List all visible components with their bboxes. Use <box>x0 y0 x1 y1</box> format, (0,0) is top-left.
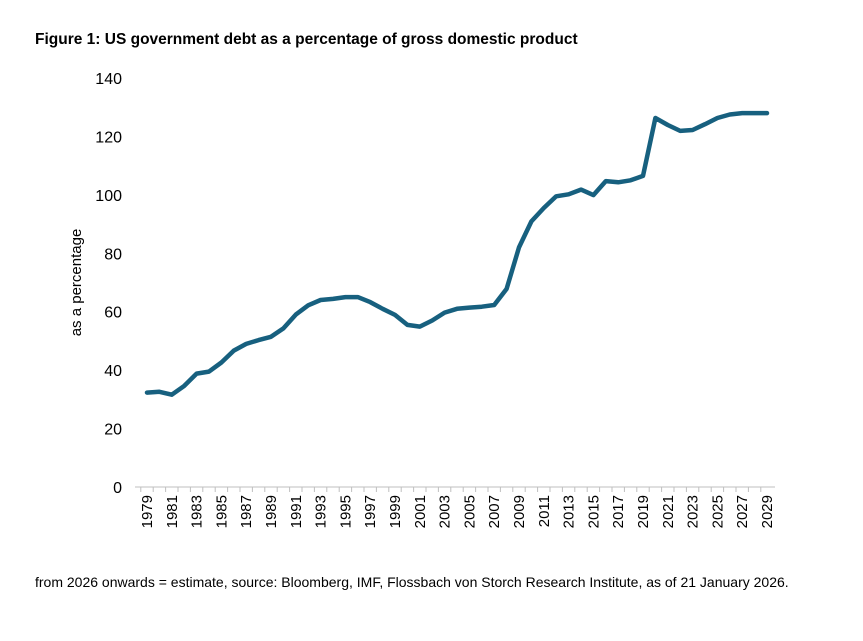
x-tick-label: 2009 <box>511 495 528 528</box>
x-tick-label: 1985 <box>213 495 230 528</box>
x-tick-label: 2013 <box>561 495 578 528</box>
x-tick-label: 1999 <box>387 495 404 528</box>
x-tick-label: 2019 <box>635 495 652 528</box>
y-tick-label: 0 <box>113 480 122 497</box>
x-tick-label: 1995 <box>337 495 354 528</box>
y-tick-label: 100 <box>95 188 122 205</box>
x-tick-label: 1987 <box>238 495 255 528</box>
x-tick-label: 2015 <box>585 495 602 528</box>
x-tick-label: 2007 <box>486 495 503 528</box>
y-tick-label: 60 <box>104 305 122 322</box>
x-tick-label: 1983 <box>189 495 206 528</box>
line-chart: 0 20 40 60 80 100 120 140 1979 1981 1983 1985 1987 19… <box>68 71 776 528</box>
x-tick-label: 1989 <box>263 495 280 528</box>
y-tick-label: 140 <box>95 71 122 88</box>
y-axis-label: as a percentage <box>68 229 85 337</box>
x-tick-label: 1981 <box>164 495 181 528</box>
x-tick-label: 2005 <box>461 495 478 528</box>
x-tick-label: 2001 <box>412 495 429 528</box>
x-tick-label: 1993 <box>313 495 330 528</box>
chart-title: Figure 1: US government debt as a percen… <box>35 31 578 48</box>
x-tick-label: 2003 <box>437 495 454 528</box>
x-tick-label: 1991 <box>288 495 305 528</box>
footnote: from 2026 onwards = estimate, source: Bl… <box>35 574 789 590</box>
y-tick-label: 40 <box>104 363 122 380</box>
debt-series-line <box>144 110 770 397</box>
y-tick-label: 120 <box>95 129 122 146</box>
x-tick-label: 2011 <box>536 495 553 527</box>
x-tick-label: 2021 <box>660 495 677 528</box>
x-tick-label: 2023 <box>685 495 702 528</box>
x-tick-label: 1997 <box>362 495 379 528</box>
x-tick-label: 2029 <box>759 495 776 528</box>
y-tick-label: 80 <box>104 246 122 263</box>
y-tick-label: 20 <box>104 422 122 439</box>
x-tick-label: 1979 <box>139 495 156 528</box>
x-tick-label: 2017 <box>610 495 627 528</box>
x-tick-label: 2027 <box>734 495 751 528</box>
x-tick-label: 2025 <box>709 495 726 528</box>
